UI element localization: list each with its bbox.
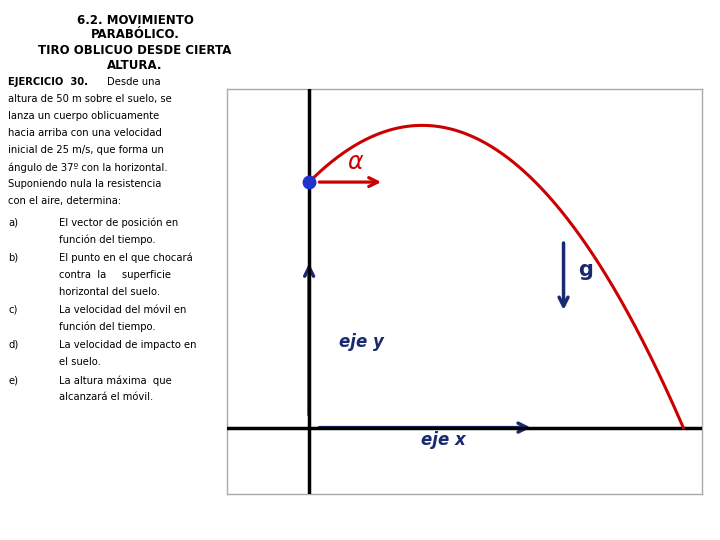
Text: b): b) [8, 253, 18, 263]
Text: a): a) [8, 218, 18, 228]
Text: Desde una: Desde una [107, 77, 161, 87]
Text: hacia arriba con una velocidad: hacia arriba con una velocidad [8, 128, 162, 138]
Text: con el aire, determina:: con el aire, determina: [8, 197, 121, 206]
Text: La altura máxima  que: La altura máxima que [59, 375, 172, 386]
Text: altura de 50 m sobre el suelo, se: altura de 50 m sobre el suelo, se [8, 94, 172, 104]
Text: inicial de 25 m/s, que forma un: inicial de 25 m/s, que forma un [8, 145, 164, 156]
Text: alcanzará el móvil.: alcanzará el móvil. [59, 392, 153, 402]
Text: d): d) [8, 340, 18, 350]
Text: lanza un cuerpo oblicuamente: lanza un cuerpo oblicuamente [8, 111, 159, 122]
Text: La velocidad de impacto en: La velocidad de impacto en [59, 340, 197, 350]
Text: g: g [579, 260, 593, 280]
Text: c): c) [8, 305, 17, 315]
Text: $\alpha$: $\alpha$ [347, 151, 364, 174]
Text: e): e) [8, 375, 18, 385]
Text: eje y: eje y [339, 333, 384, 350]
Text: 6.2. MOVIMIENTO: 6.2. MOVIMIENTO [76, 14, 194, 26]
Text: horizontal del suelo.: horizontal del suelo. [59, 287, 161, 297]
Text: función del tiempo.: función del tiempo. [59, 234, 156, 245]
Text: el suelo.: el suelo. [59, 357, 102, 367]
Text: El punto en el que chocará: El punto en el que chocará [59, 253, 193, 263]
Text: TIRO OBLICUO DESDE CIERTA: TIRO OBLICUO DESDE CIERTA [38, 44, 232, 57]
Text: ángulo de 37º con la horizontal.: ángulo de 37º con la horizontal. [8, 162, 168, 173]
Text: El vector de posición en: El vector de posición en [59, 218, 179, 228]
Text: eje x: eje x [421, 431, 466, 449]
Text: EJERCICIO  30.: EJERCICIO 30. [8, 77, 88, 87]
Text: contra  la     superficie: contra la superficie [59, 269, 171, 280]
Text: PARABÓLICO.: PARABÓLICO. [91, 28, 179, 41]
Text: ALTURA.: ALTURA. [107, 59, 163, 72]
Text: La velocidad del móvil en: La velocidad del móvil en [59, 305, 186, 315]
Text: Suponiendo nula la resistencia: Suponiendo nula la resistencia [8, 179, 161, 190]
Text: función del tiempo.: función del tiempo. [59, 322, 156, 332]
